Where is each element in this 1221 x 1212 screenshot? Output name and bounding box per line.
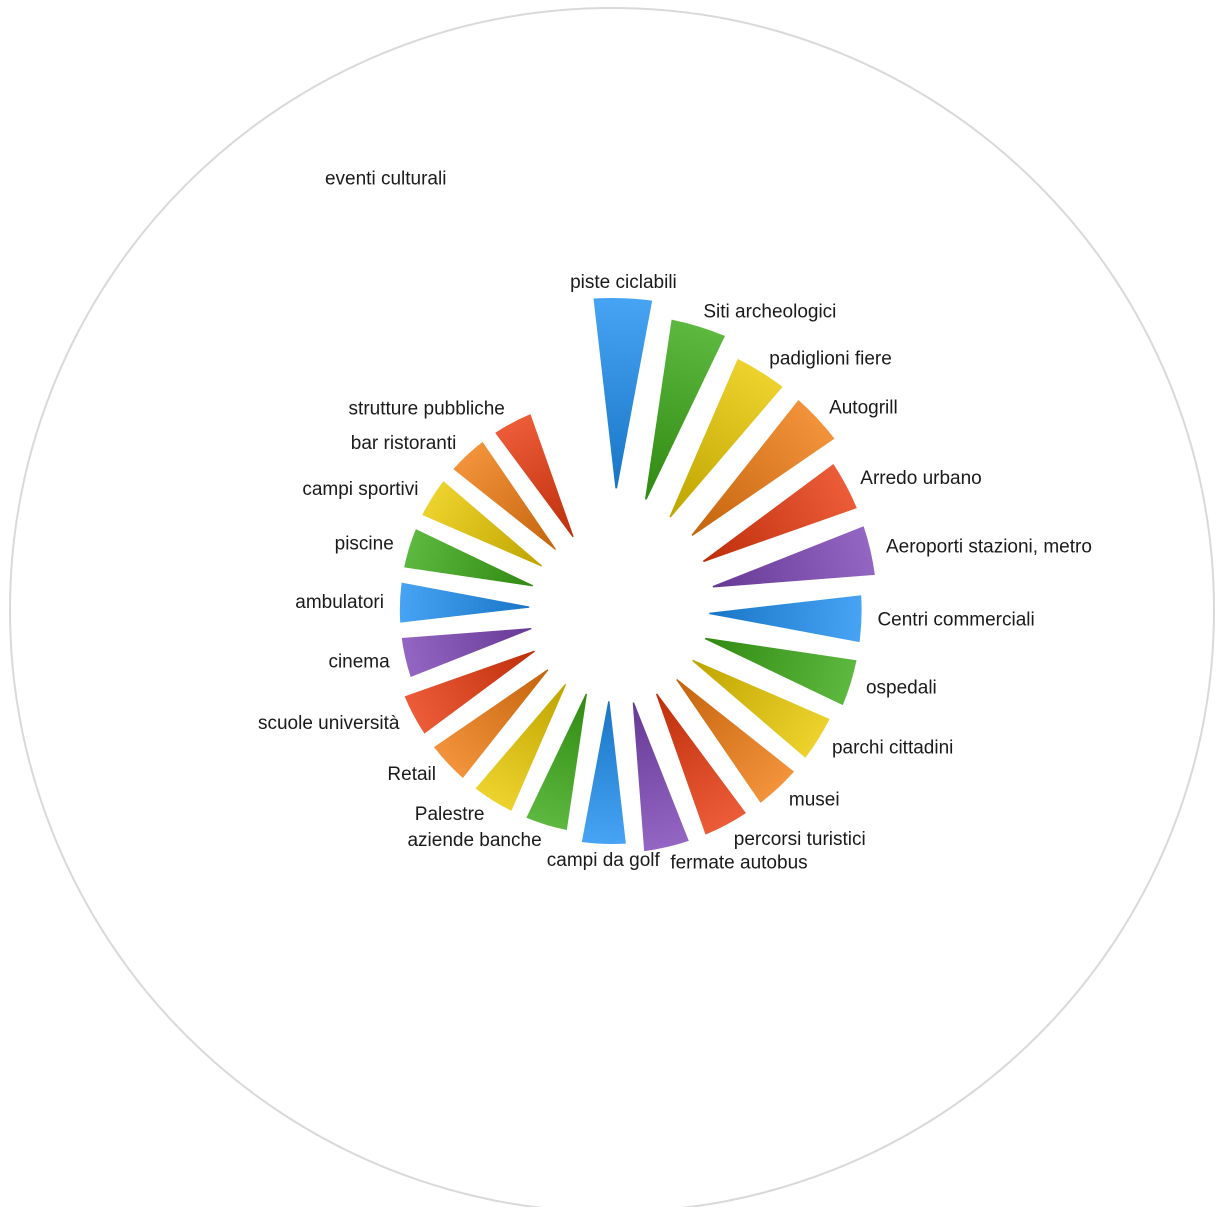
bar-palestre: [475, 683, 567, 811]
bar-parchi-cittadini: [692, 659, 830, 758]
bar-percorsi-turistici: [655, 693, 746, 835]
label-scuole-universita: scuole università: [258, 713, 400, 734]
label-strutture-pubbliche: strutture pubbliche: [349, 399, 505, 420]
label-campi-sportivi: campi sportivi: [302, 479, 418, 500]
bar-autogrill: [691, 400, 835, 536]
bar-musei: [676, 678, 794, 803]
label-campi-da-golf: campi da golf: [547, 850, 661, 871]
bar-scuole-universita: [404, 650, 535, 734]
bar-fermate-autobus: [632, 702, 689, 852]
bar-centri-commerciali: [709, 595, 862, 643]
bar-aeroporti-stazioni-metro: [712, 526, 875, 588]
background-circle: [9, 7, 1215, 1212]
bar-piscine: [404, 529, 534, 587]
bars-group: [399, 298, 875, 852]
label-ambulatori: ambulatori: [295, 592, 384, 613]
label-piste-ciclabili: piste ciclabili: [570, 272, 677, 293]
label-arredo-urbano: Arredo urbano: [860, 468, 981, 489]
label-fermate-autobus: fermate autobus: [670, 853, 807, 874]
bar-ambulatori: [399, 582, 530, 623]
bar-retail: [434, 669, 549, 778]
label-aziende-banche: aziende banche: [407, 830, 541, 851]
bar-cinema: [401, 628, 532, 677]
label-palestre: Palestre: [415, 804, 485, 825]
bar-piste-ciclabili: [593, 298, 653, 489]
label-eventi-culturali: eventi culturali: [325, 169, 446, 190]
label-padiglioni-fiere: padiglioni fiere: [769, 348, 892, 369]
bar-padiglioni-fiere: [669, 358, 783, 518]
bar-campi-da-golf: [581, 701, 626, 844]
label-autogrill: Autogrill: [829, 398, 898, 419]
bar-aziende-banche: [526, 693, 587, 831]
label-parchi-cittadini: parchi cittadini: [832, 737, 953, 758]
label-centri-commerciali: Centri commerciali: [877, 609, 1034, 630]
label-cinema: cinema: [328, 651, 390, 672]
label-ospedali: ospedali: [866, 678, 937, 699]
bar-siti-archeologici: [645, 319, 725, 500]
label-bar-ristoranti: bar ristoranti: [351, 433, 457, 454]
bar-strutture-pubbliche: [495, 414, 574, 538]
labels-group: piste ciclabili Siti archeologici padiglio…: [258, 169, 1092, 874]
label-aeroporti-stazioni-metro: Aeroporti stazioni, metro: [886, 537, 1092, 558]
label-piscine: piscine: [335, 533, 394, 554]
label-percorsi-turistici: percorsi turistici: [734, 829, 866, 850]
bar-bar-ristoranti: [453, 441, 556, 550]
bar-campi-sportivi: [422, 481, 543, 567]
label-siti-archeologici: Siti archeologici: [703, 301, 836, 322]
label-musei: musei: [789, 790, 840, 811]
label-retail: Retail: [387, 764, 436, 785]
bar-arredo-urbano: [702, 464, 857, 563]
bar-ospedali: [704, 637, 857, 706]
